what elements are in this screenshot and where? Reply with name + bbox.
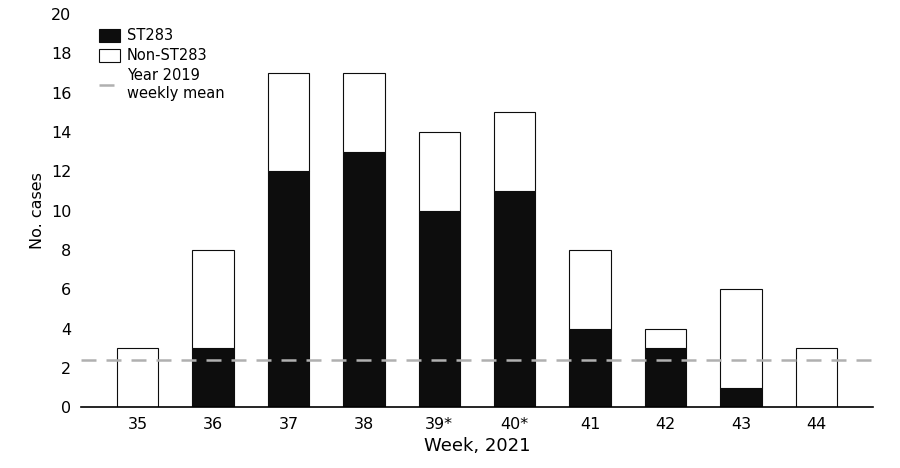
Bar (343, 152, 384, 407)
Bar (418, 132, 460, 211)
Bar (494, 112, 536, 191)
Bar (570, 329, 611, 407)
Bar (644, 348, 686, 407)
Bar (720, 388, 761, 407)
Legend: ST283, Non-ST283, Year 2019
weekly mean: ST283, Non-ST283, Year 2019 weekly mean (96, 25, 228, 104)
Bar (418, 211, 460, 407)
Bar (117, 348, 158, 407)
Bar (268, 73, 310, 171)
Bar (720, 289, 761, 388)
Bar (343, 73, 384, 152)
Bar (570, 250, 611, 329)
Bar (268, 171, 310, 407)
Bar (644, 329, 686, 348)
Bar (796, 348, 837, 407)
Bar (193, 250, 234, 348)
Bar (193, 348, 234, 407)
Y-axis label: No. cases: No. cases (31, 172, 45, 249)
X-axis label: Week, 2021: Week, 2021 (424, 438, 530, 455)
Bar (494, 191, 536, 407)
